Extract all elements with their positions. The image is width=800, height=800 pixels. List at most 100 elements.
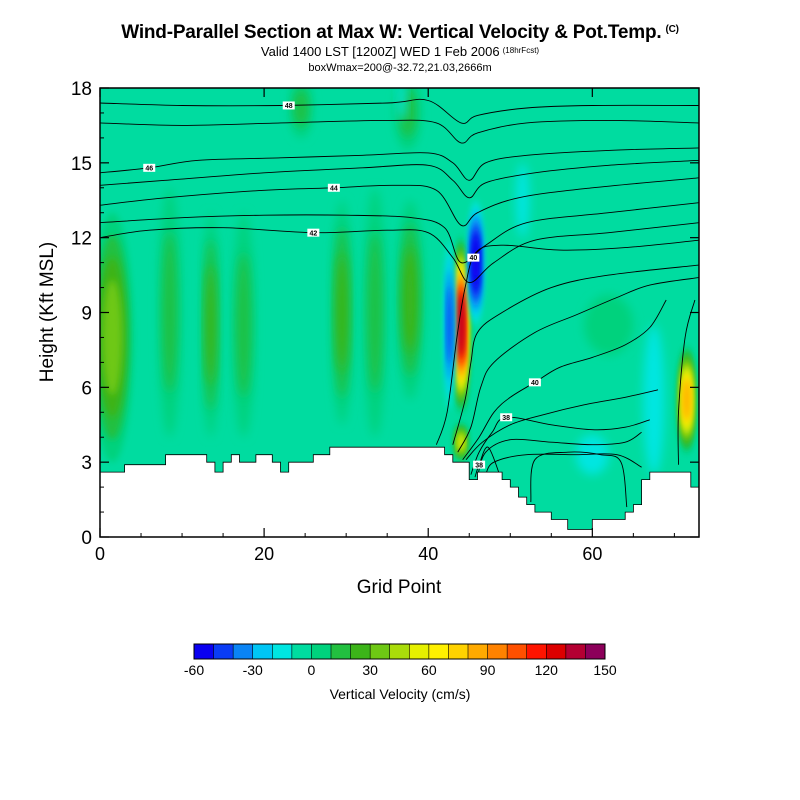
theta-contour-line	[457, 277, 699, 453]
forecast-hour: (18hrFcst)	[502, 46, 540, 55]
velocity-band	[162, 232, 177, 393]
velocity-band	[206, 266, 216, 384]
colorbar-swatch	[468, 644, 488, 659]
velocity-band	[458, 434, 464, 451]
colorbar-swatch	[487, 644, 508, 659]
colorbar-swatch	[546, 644, 567, 659]
velocity-band	[447, 285, 452, 364]
velocity-cell	[516, 162, 530, 238]
contour-label-bg	[500, 413, 513, 422]
theta-contour-line	[100, 98, 699, 124]
velocity-cell	[397, 200, 423, 400]
y-tick-label: 9	[81, 304, 92, 325]
velocity-cell	[332, 200, 352, 425]
colorbar-swatch	[291, 644, 312, 659]
axes: 0 20 40 60 0 3 6 9 12 15 18	[71, 79, 699, 564]
colorbar-swatch	[565, 644, 586, 659]
velocity-band	[336, 254, 348, 371]
colorbar-swatch	[311, 644, 332, 659]
colorbar-swatch	[233, 644, 254, 659]
copyright-mark: (C)	[665, 24, 679, 35]
colorbar-tick-label: 60	[421, 662, 437, 678]
contour-label: 44	[330, 185, 338, 192]
velocity-cell	[584, 295, 634, 355]
chart-title-text: Wind-Parallel Section at Max W: Vertical…	[121, 22, 662, 43]
velocity-band	[516, 162, 530, 238]
colorbar-frame	[193, 643, 606, 660]
theta-contour-line	[530, 451, 628, 508]
colorbar-tick-label: 90	[480, 662, 496, 678]
velocity-band	[643, 324, 665, 475]
colorbar-swatch	[370, 644, 391, 659]
contour-label: 40	[531, 380, 539, 387]
contour-label: 38	[475, 462, 483, 469]
velocity-cell	[364, 187, 386, 438]
theta-contour-line	[100, 147, 699, 181]
theta-contour-line	[465, 389, 659, 461]
velocity-cell	[100, 212, 133, 463]
theta-contour-line	[470, 416, 650, 475]
contour-label-bg	[327, 183, 340, 192]
valid-time-text: Valid 1400 LST [1200Z] WED 1 Feb 2006	[260, 44, 500, 59]
y-tick-label: 6	[81, 378, 92, 399]
x-axis-label: Grid Point	[357, 577, 442, 598]
x-tick-label: 0	[95, 544, 105, 564]
colorbar-tick-label: 120	[535, 662, 559, 678]
velocity-band	[368, 232, 382, 393]
velocity-band	[472, 237, 479, 288]
colorbar-swatch	[428, 644, 449, 659]
colorbar-tick-label: 30	[362, 662, 378, 678]
colorbar-swatch	[213, 644, 234, 659]
theta-contour-line	[100, 222, 699, 284]
colorbar-swatch	[331, 644, 351, 659]
colorbar-tick-label: 150	[593, 662, 617, 678]
velocity-cell	[454, 422, 468, 463]
velocity-cell	[397, 88, 407, 121]
chart-title: Wind-Parallel Section at Max W: Vertical…	[0, 22, 800, 44]
colorbar-swatch	[272, 644, 293, 659]
contour-label: 48	[285, 103, 293, 110]
y-tick-label: 3	[81, 453, 92, 474]
contour-label-bg	[528, 378, 541, 387]
velocity-band	[102, 280, 122, 395]
contour-label: 46	[145, 165, 153, 172]
colorbar-swatch	[448, 644, 469, 659]
contour-label-bg	[307, 228, 320, 237]
colorbar-swatch	[507, 644, 528, 659]
colorbar-swatch	[409, 644, 430, 659]
contour-label-bg	[467, 253, 480, 262]
theta-contour-line	[452, 264, 699, 445]
theta-contour-line	[435, 239, 699, 445]
velocity-cell	[678, 344, 695, 455]
x-tick-label: 60	[582, 544, 602, 564]
x-tick-label: 20	[254, 544, 274, 564]
velocity-cell	[232, 212, 255, 438]
velocity-cell	[159, 187, 181, 438]
colorbar-swatch	[389, 644, 410, 659]
y-tick-label: 0	[81, 528, 92, 549]
contour-label-bg	[143, 163, 156, 172]
colorbar-label: Vertical Velocity (cm/s)	[330, 686, 471, 702]
colorbar-tick-label: 0	[308, 662, 316, 678]
colorbar-swatch	[194, 644, 214, 659]
contour-label-bg	[282, 101, 295, 110]
velocity-cell	[290, 88, 312, 138]
colorbar-tick-label: -30	[243, 662, 263, 678]
valid-time: Valid 1400 LST [1200Z] WED 1 Feb 2006 (18…	[0, 44, 800, 59]
velocity-band	[683, 380, 690, 420]
colorbar-tick-label: -60	[184, 662, 204, 678]
velocity-cell	[468, 200, 484, 325]
colorbar-swatch	[585, 644, 606, 659]
contour-label: 40	[469, 255, 477, 262]
colorbar-swatch	[350, 644, 371, 659]
colorbar: -60 -30 0 30 60 90 120 150	[184, 643, 617, 678]
velocity-band	[403, 248, 417, 352]
velocity-band	[236, 253, 251, 397]
location-info: boxWmax=200@-32.72,21.03,2666m	[308, 62, 492, 74]
theta-contour-line	[677, 299, 696, 465]
plot-area: 48 46 44 42 40 40 38 38	[100, 88, 699, 537]
theta-contours: 48 46 44 42 40 40 38 38	[100, 98, 699, 508]
theta-contour-line	[100, 159, 699, 199]
colorbar-swatch	[526, 644, 547, 659]
